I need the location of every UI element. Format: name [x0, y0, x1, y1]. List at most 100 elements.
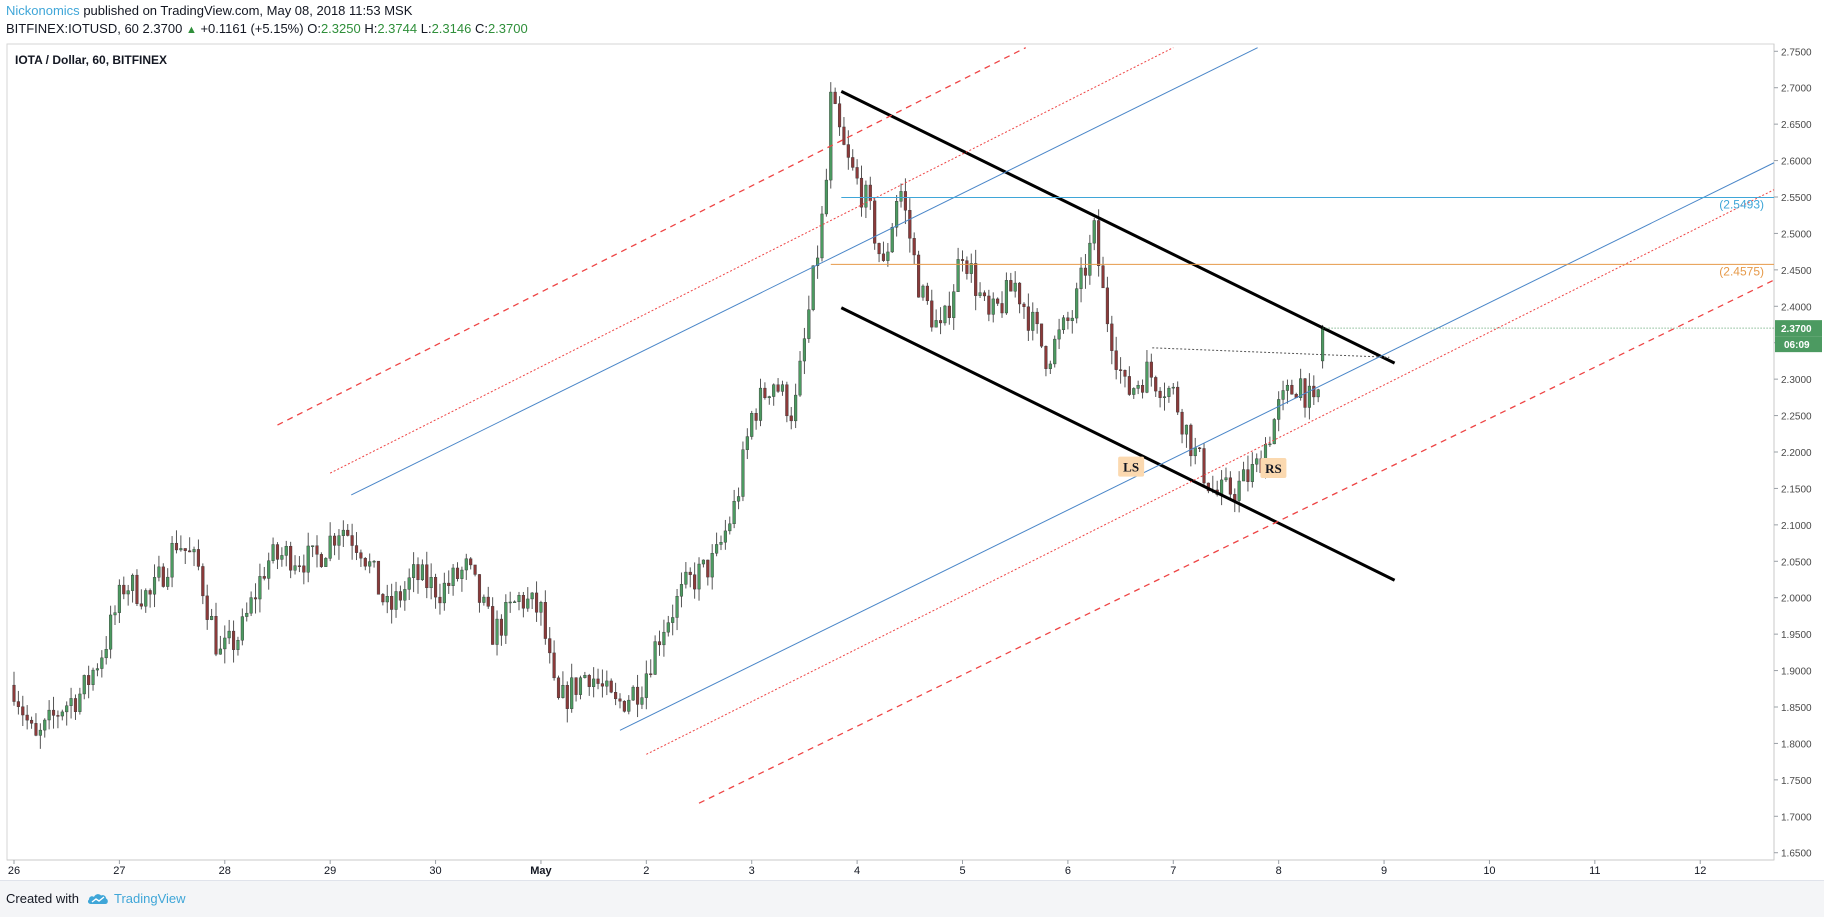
y-tick-label: 1.8000 [1781, 739, 1812, 750]
x-tick-label: 27 [113, 865, 125, 877]
candle-body [780, 384, 785, 392]
candle-body [614, 692, 618, 700]
red-outer-upper-line[interactable] [277, 47, 1027, 426]
candle-body [543, 602, 547, 639]
candle-body [596, 678, 600, 684]
candle-body [350, 535, 354, 546]
candle-body [736, 496, 741, 502]
candle-body [280, 555, 284, 560]
candle-body [837, 103, 842, 128]
candle-body [201, 566, 205, 597]
candle-body [1132, 388, 1136, 395]
y-tick-label: 2.7500 [1781, 47, 1812, 58]
close-value: 2.3700 [487, 21, 528, 36]
annotation-bg [1118, 456, 1145, 477]
candle-body [851, 157, 855, 168]
price-chart[interactable]: (2.5493) (2.4575) 2.7500 2.7000 2.6500 2.600… [0, 0, 1824, 880]
candle-body [166, 576, 170, 587]
last-price-badge [1775, 320, 1822, 337]
candle-body [227, 630, 231, 639]
candle-body [908, 210, 912, 239]
candle-body [987, 295, 991, 315]
candle-body [820, 213, 824, 259]
candle-body [47, 709, 51, 721]
candle-body [113, 612, 117, 616]
candle-body [930, 300, 934, 328]
candle-body [1057, 329, 1061, 340]
candle-body [1149, 361, 1153, 378]
candle-body [552, 652, 556, 679]
neckline-line[interactable] [1152, 347, 1390, 358]
price-axis[interactable]: 2.7500 2.7000 2.6500 2.6000 2.5500 2.5000 2.45… [1774, 47, 1822, 860]
candle-body [491, 606, 495, 645]
plot-area[interactable] [6, 43, 1775, 861]
candle-body [1268, 443, 1272, 446]
candle-body [1136, 385, 1140, 389]
candle-body [974, 263, 978, 296]
candle-body [1070, 317, 1074, 321]
candle-body [1246, 469, 1250, 482]
candle-body [732, 500, 736, 525]
candle-body [605, 680, 609, 687]
annotation-label: RS [1265, 461, 1282, 476]
candle-body [148, 590, 152, 595]
candle-body [258, 576, 262, 600]
red-outer-lower-line[interactable] [698, 279, 1775, 804]
candle-body [653, 641, 657, 675]
candle-body [179, 548, 183, 551]
author-link[interactable]: Nickonomics [6, 3, 80, 18]
candle-body [671, 617, 675, 623]
candle-body [996, 298, 1000, 304]
candle-body [758, 387, 763, 421]
candle-body [811, 265, 815, 310]
red-inner-upper-line[interactable] [329, 47, 1174, 474]
candle-body [530, 592, 534, 600]
x-tick-label: 10 [1483, 865, 1495, 877]
y-tick-label: 2.2500 [1781, 412, 1812, 423]
candle-body [1127, 376, 1131, 395]
candle-body [1145, 361, 1149, 393]
candle-body [131, 574, 135, 591]
candle-body [60, 711, 64, 717]
wedge-top-line[interactable] [840, 90, 1396, 365]
candle-body [710, 553, 714, 578]
time-axis[interactable]: 26 27 28 29 30 May 2 3 4 5 6 7 8 9 10 11 12 [8, 860, 1706, 877]
x-tick-label: 8 [1276, 865, 1282, 877]
x-tick-label: May [530, 865, 552, 877]
candle-body [917, 254, 921, 298]
wedge-bottom-line[interactable] [840, 306, 1396, 582]
y-tick-label: 2.6500 [1781, 120, 1812, 131]
channel-upper-line[interactable] [351, 47, 1258, 496]
candle-body [420, 564, 424, 581]
candle-body [794, 394, 798, 422]
candle-body [315, 545, 319, 555]
candle-body [1097, 220, 1101, 266]
candle-body [855, 167, 859, 179]
candle-body [1307, 385, 1311, 408]
candle-body [789, 415, 793, 422]
candle-body [824, 179, 828, 215]
candle-body [1110, 323, 1114, 351]
candle-body [1105, 287, 1109, 325]
y-tick-label: 1.7500 [1781, 776, 1812, 787]
candle-body [842, 126, 846, 145]
tradingview-link[interactable]: TradingView [114, 891, 186, 906]
candle-body [534, 592, 539, 613]
x-tick-label: 9 [1381, 865, 1387, 877]
candle-body [1092, 220, 1096, 244]
symbol-label: BITFINEX:IOTUSD, 60 [6, 21, 139, 36]
candle-body [87, 675, 91, 685]
countdown-label: 06:09 [1784, 340, 1810, 351]
candle-body [741, 449, 745, 497]
candle-body [868, 184, 872, 202]
candle-body [1290, 384, 1294, 395]
channel-lower-line[interactable] [619, 162, 1775, 731]
price-levels: (2.5493) (2.4575) [830, 197, 1774, 329]
candle-body [1018, 282, 1022, 305]
candle-body [306, 545, 310, 573]
candle-body [1281, 390, 1285, 400]
candle-body [218, 648, 222, 655]
x-tick-label: 2 [643, 865, 649, 877]
candle-body [1228, 477, 1232, 495]
candle-body [622, 700, 626, 712]
